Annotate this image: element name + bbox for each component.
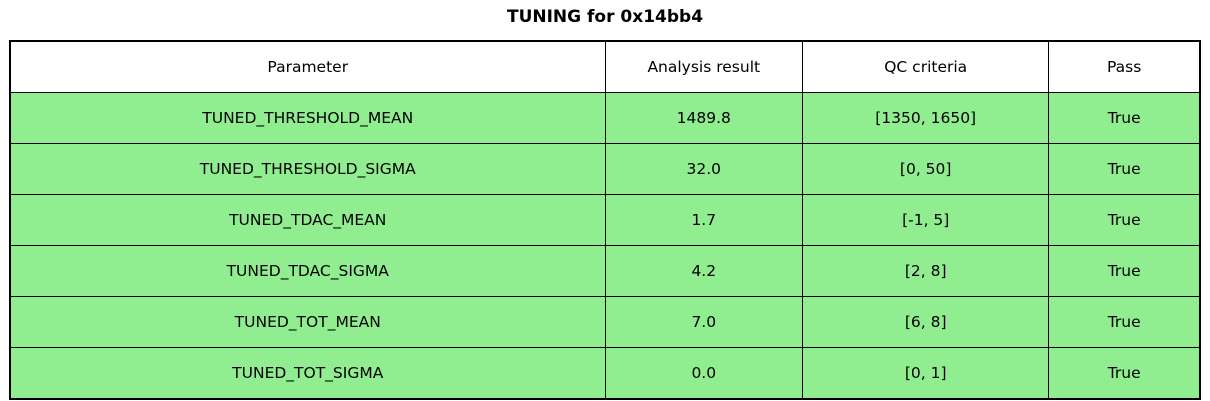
header-analysis-result: Analysis result bbox=[604, 40, 804, 93]
table-row: TUNED_TOT_MEAN 7.0 [6, 8] True bbox=[9, 296, 1201, 348]
table-header-row: Parameter Analysis result QC criteria Pa… bbox=[9, 40, 1201, 93]
cell-pass: True bbox=[1048, 245, 1201, 297]
cell-pass: True bbox=[1048, 194, 1201, 246]
cell-analysis-result: 1.7 bbox=[604, 194, 804, 246]
cell-parameter: TUNED_TDAC_MEAN bbox=[9, 194, 606, 246]
cell-pass: True bbox=[1048, 296, 1201, 348]
qc-results-table: Parameter Analysis result QC criteria Pa… bbox=[9, 40, 1201, 400]
cell-qc-criteria: [2, 8] bbox=[802, 245, 1050, 297]
cell-pass: True bbox=[1048, 143, 1201, 195]
cell-parameter: TUNED_THRESHOLD_SIGMA bbox=[9, 143, 606, 195]
page-title: TUNING for 0x14bb4 bbox=[506, 7, 704, 27]
cell-analysis-result: 32.0 bbox=[604, 143, 804, 195]
cell-qc-criteria: [-1, 5] bbox=[802, 194, 1050, 246]
cell-analysis-result: 1489.8 bbox=[604, 92, 804, 144]
cell-parameter: TUNED_TOT_MEAN bbox=[9, 296, 606, 348]
table-row: TUNED_THRESHOLD_MEAN 1489.8 [1350, 1650]… bbox=[9, 92, 1201, 144]
cell-parameter: TUNED_THRESHOLD_MEAN bbox=[9, 92, 606, 144]
cell-qc-criteria: [0, 1] bbox=[802, 347, 1050, 400]
cell-analysis-result: 0.0 bbox=[604, 347, 804, 400]
table-row: TUNED_THRESHOLD_SIGMA 32.0 [0, 50] True bbox=[9, 143, 1201, 195]
cell-parameter: TUNED_TDAC_SIGMA bbox=[9, 245, 606, 297]
table-row: TUNED_TOT_SIGMA 0.0 [0, 1] True bbox=[9, 347, 1201, 400]
cell-qc-criteria: [0, 50] bbox=[802, 143, 1050, 195]
cell-qc-criteria: [1350, 1650] bbox=[802, 92, 1050, 144]
header-parameter: Parameter bbox=[9, 40, 606, 93]
header-qc-criteria: QC criteria bbox=[802, 40, 1050, 93]
cell-analysis-result: 4.2 bbox=[604, 245, 804, 297]
cell-pass: True bbox=[1048, 92, 1201, 144]
cell-analysis-result: 7.0 bbox=[604, 296, 804, 348]
header-pass: Pass bbox=[1048, 40, 1201, 93]
table-row: TUNED_TDAC_SIGMA 4.2 [2, 8] True bbox=[9, 245, 1201, 297]
cell-pass: True bbox=[1048, 347, 1201, 400]
cell-qc-criteria: [6, 8] bbox=[802, 296, 1050, 348]
table-row: TUNED_TDAC_MEAN 1.7 [-1, 5] True bbox=[9, 194, 1201, 246]
cell-parameter: TUNED_TOT_SIGMA bbox=[9, 347, 606, 400]
